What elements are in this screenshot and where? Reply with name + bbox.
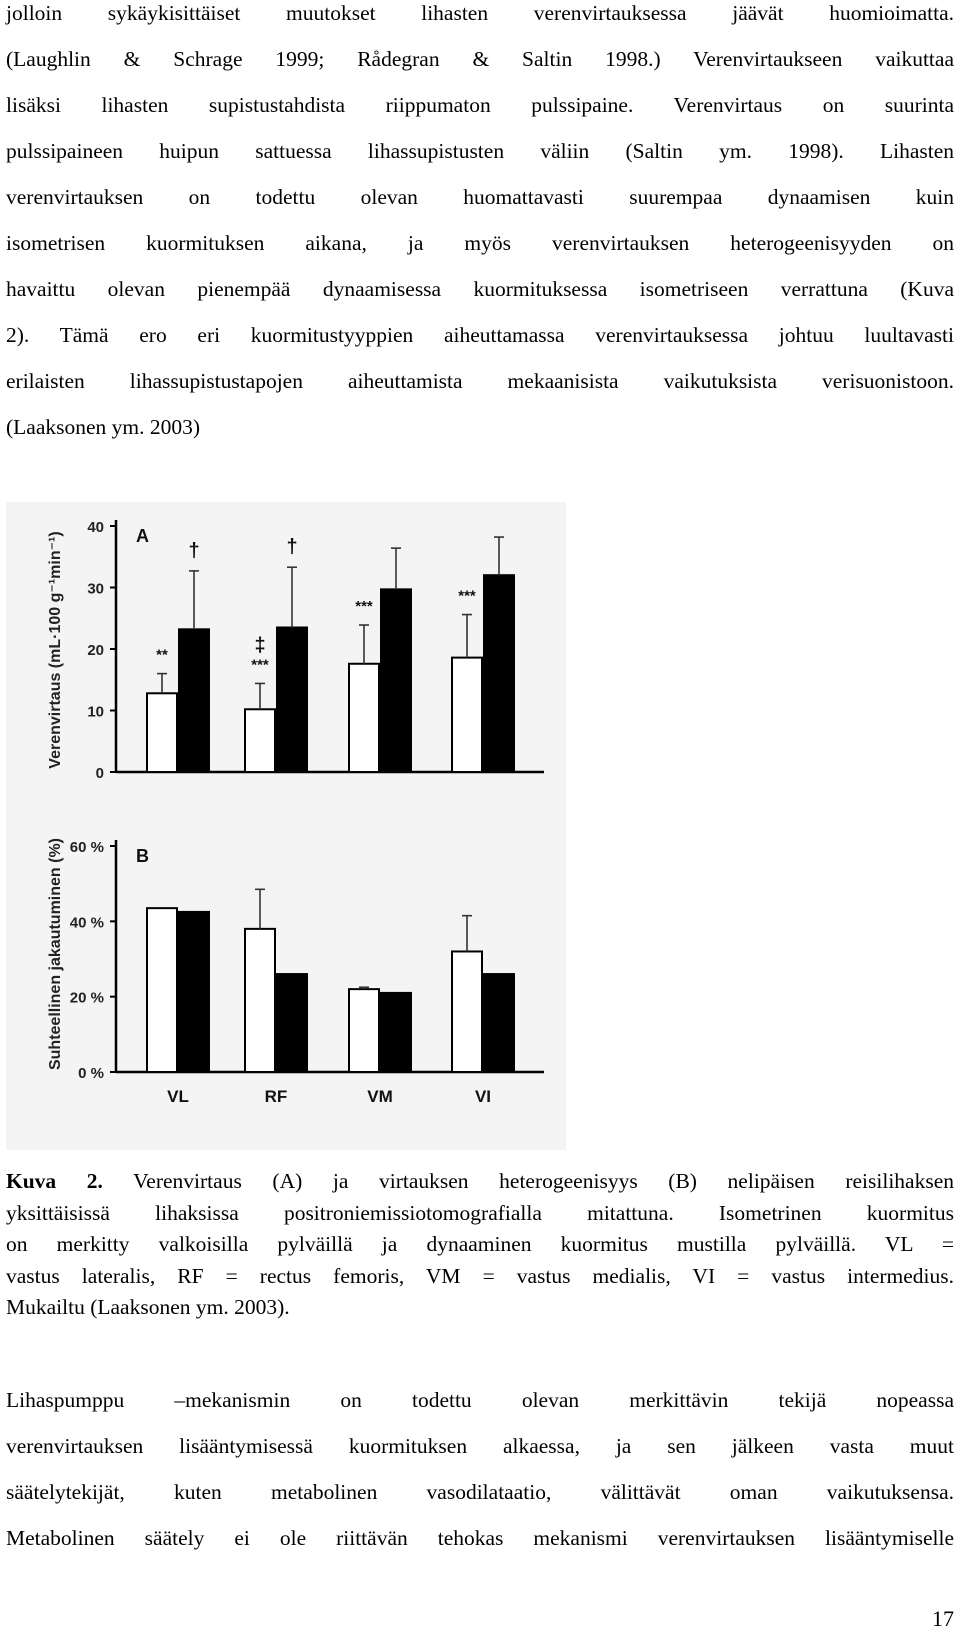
significance-marker: *** <box>251 656 269 673</box>
page-number: 17 <box>932 1606 954 1631</box>
text-line: verenvirtauksen on todettu olevan huomat… <box>6 185 954 209</box>
caption-line: vastus lateralis, RF = rectus femoris, V… <box>6 1261 954 1293</box>
significance-marker: † <box>286 536 297 558</box>
text-line: (Laaksonen ym. 2003) <box>6 415 201 439</box>
caption-line: on merkitty valkoisilla pylväillä ja dyn… <box>6 1229 954 1261</box>
bar <box>483 574 515 773</box>
x-category-label: VL <box>167 1087 189 1106</box>
text-line: 2). Tämä ero eri kuormitustyyppien aiheu… <box>6 323 954 347</box>
y-tick-label: 40 <box>87 519 104 536</box>
bar <box>244 927 276 1073</box>
caption-text: yksittäisissä lihaksissa positroniemissi… <box>6 1200 954 1225</box>
panel-label: A <box>136 526 149 546</box>
significance-marker: † <box>188 540 199 562</box>
y-tick-label: 20 <box>87 642 104 659</box>
significance-marker: *** <box>355 598 373 615</box>
text-line: jolloin sykäykisittäiset muutokset lihas… <box>6 1 954 25</box>
caption-line: Mukailtu (Laaksonen ym. 2003). <box>6 1292 954 1324</box>
bar <box>276 626 308 773</box>
x-category-label: VM <box>367 1087 393 1106</box>
text-line: Metabolinen säätely ei ole riittävän teh… <box>6 1526 954 1550</box>
y-tick-label: 0 % <box>78 1065 104 1082</box>
bar <box>380 588 412 773</box>
bar <box>380 991 412 1073</box>
caption-text: Mukailtu (Laaksonen ym. 2003). <box>6 1295 290 1320</box>
text-line: Lihaspumppu –mekanismin on todettu oleva… <box>6 1388 954 1412</box>
bar <box>146 907 178 1073</box>
y-tick-label: 60 % <box>70 839 104 856</box>
text-line: verenvirtauksen lisääntymisessä kuormitu… <box>6 1434 954 1458</box>
caption-text: on merkitty valkoisilla pylväillä ja dyn… <box>6 1232 954 1257</box>
caption-label: Kuva 2. <box>6 1169 103 1193</box>
x-category-label: RF <box>265 1087 288 1106</box>
text-line: erilaisten lihassupistustapojen aiheutta… <box>6 369 954 393</box>
significance-marker: *** <box>458 588 476 605</box>
bar <box>244 708 276 774</box>
text-line: pulssipaineen huipun sattuessa lihassupi… <box>6 139 954 163</box>
bar <box>178 628 210 773</box>
bar <box>483 973 515 1074</box>
panel-label: B <box>136 846 149 866</box>
bar <box>348 662 380 773</box>
y-tick-label: 10 <box>87 704 104 721</box>
text-line: havaittu olevan pienempää dynaamisessa k… <box>6 277 954 301</box>
bar <box>348 988 380 1073</box>
paragraph-bottom: Lihaspumppu –mekanismin on todettu oleva… <box>6 1377 954 1561</box>
x-category-label: VI <box>475 1087 491 1106</box>
caption-line: Kuva 2. Verenvirtaus (A) ja virtauksen h… <box>6 1166 954 1198</box>
y-tick-label: 20 % <box>70 990 104 1007</box>
text-line: lisäksi lihasten supistustahdista riippu… <box>6 93 954 117</box>
significance-marker: ‡ <box>254 634 265 656</box>
bar <box>146 692 178 773</box>
text-line: isometrisen kuormituksen aikana, ja myös… <box>6 231 954 255</box>
text-line: säätelytekijät, kuten metabolinen vasodi… <box>6 1480 954 1504</box>
y-axis-title: Suhteellinen jakautuminen (%) <box>47 838 64 1070</box>
y-tick-label: 40 % <box>70 914 104 931</box>
bar <box>451 656 483 773</box>
caption-text: Verenvirtaus (A) ja virtauksen heterogee… <box>133 1169 954 1193</box>
bar <box>178 910 210 1073</box>
figure-blood-flow-chart: 0 10 20 30 40 A ** † *** ‡ † *** *** 0 % 20 % 40 % 60 % B… <box>6 502 566 1150</box>
significance-marker: ** <box>156 647 168 664</box>
figure-caption: Kuva 2. Verenvirtaus (A) ja virtauksen h… <box>6 1166 954 1324</box>
bar <box>451 950 483 1074</box>
paragraph-top: jolloin sykäykisittäiset muutokset lihas… <box>6 0 954 450</box>
caption-text: vastus lateralis, RF = rectus femoris, V… <box>6 1263 954 1288</box>
text-line: (Laughlin & Schrage 1999; Rådegran & Sal… <box>6 47 954 71</box>
y-tick-label: 0 <box>96 765 104 782</box>
y-axis-title: Verenvirtaus (mL·100 g⁻¹min⁻¹) <box>47 531 64 768</box>
caption-line: yksittäisissä lihaksissa positroniemissi… <box>6 1198 954 1230</box>
y-tick-label: 30 <box>87 581 104 598</box>
bar <box>276 973 308 1074</box>
